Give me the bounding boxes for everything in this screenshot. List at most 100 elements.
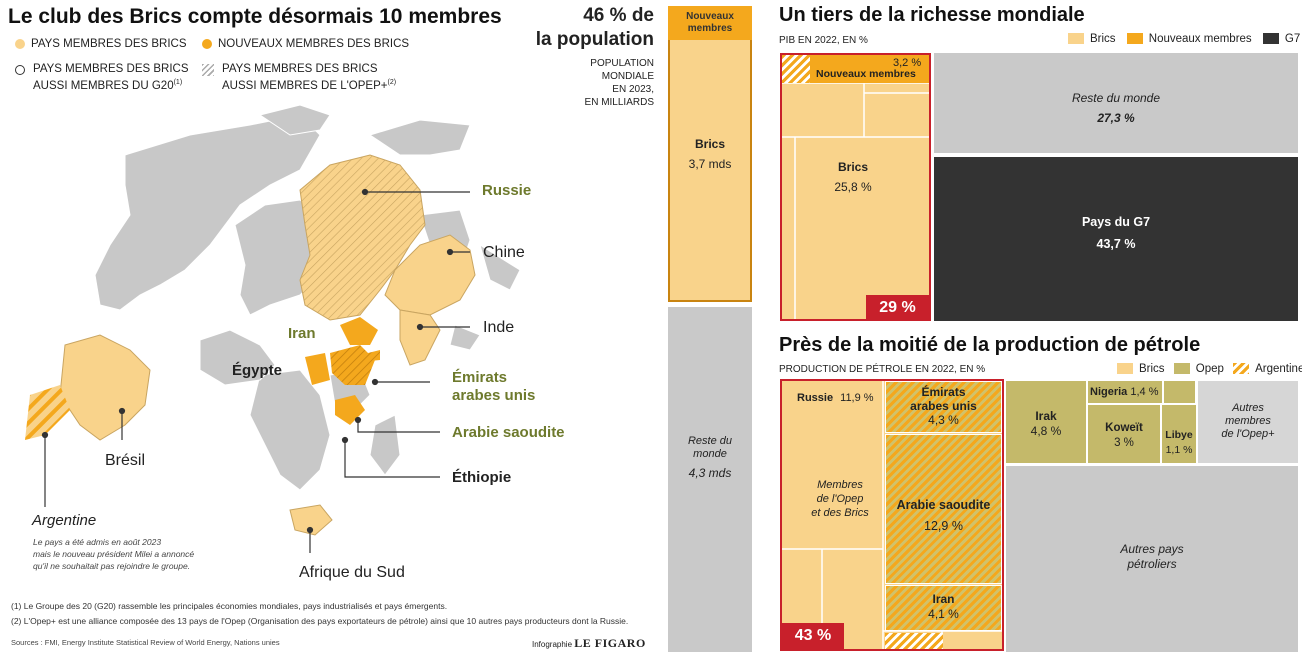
swatch-icon — [1262, 33, 1279, 45]
label-inde: Inde — [483, 319, 515, 336]
gdp-g7-cell — [934, 157, 1298, 321]
bar-label: monde — [693, 448, 727, 460]
brazil-shape — [59, 334, 151, 441]
gdp-rest-text: Reste du monde 27,3 % — [934, 88, 1298, 128]
label-russie: Russie — [482, 182, 532, 199]
cell-label: Pays du G7 — [1081, 215, 1151, 229]
oil-irak-text: Irak 4,8 % — [1006, 409, 1086, 439]
label-iran: Iran — [288, 325, 316, 342]
cell-label: Libye — [1165, 429, 1193, 441]
india-shape — [399, 309, 441, 366]
oil-libye-text: Libye 1,1 % — [1160, 428, 1198, 458]
credit-prefix: Infographie — [532, 640, 573, 649]
oil-autres-pays-cell — [1006, 466, 1298, 652]
south-africa-shape — [289, 504, 333, 536]
egypt-shape — [305, 353, 330, 385]
gdp-legend: Brics Nouveaux membres G7 — [1068, 33, 1300, 45]
russia-shape — [299, 154, 426, 321]
gdp-brics-group — [780, 53, 931, 321]
label-ethiopie: Éthiopie — [452, 469, 512, 486]
legend-label: NOUVEAUX MEMBRES DES BRICS — [218, 38, 410, 50]
figaro-logo: LE FIGARO — [574, 636, 646, 650]
oil-libye-cell — [1162, 405, 1196, 463]
bar-label: membres — [687, 23, 733, 34]
cell-label: Autres — [1232, 402, 1264, 414]
china-shape — [384, 234, 476, 316]
sub-line: EN MILLIARDS — [584, 97, 654, 108]
gdp-g7-text: Pays du G7 43,7 % — [934, 211, 1298, 255]
world-map — [25, 104, 521, 553]
cell-label: Irak — [1035, 409, 1057, 423]
legend-label: Opep — [1195, 363, 1224, 375]
cell-value: 27,3 % — [1097, 111, 1135, 125]
label-arabie: Arabie saoudite — [452, 424, 565, 441]
oil-title: Près de la moitié de la production de pé… — [779, 334, 1201, 356]
cell-label: pétroliers — [1127, 557, 1177, 571]
legend-label: Argentine — [1255, 363, 1302, 375]
gdp-argentine-cell — [782, 55, 810, 83]
oil-sub: PRODUCTION DE PÉTROLE EN 2022, EN % — [779, 364, 986, 375]
label-afrique-du-sud: Afrique du Sud — [299, 564, 405, 581]
legend-label: Brics — [1090, 33, 1116, 45]
cell-value: 4,1 % — [928, 607, 959, 621]
oil-iran-cell — [885, 585, 1002, 631]
legend-label: Nouveaux membres — [1148, 33, 1252, 45]
note-line: Le pays a été admis en août 2023 — [33, 537, 162, 547]
note-line: mais le nouveau président Milei a annonc… — [33, 549, 195, 559]
footnote-2: (2) L'Opep+ est une alliance composée de… — [11, 616, 629, 626]
hatch-icon — [202, 64, 214, 76]
legend-label: Brics — [1139, 363, 1165, 375]
swatch-icon — [1233, 363, 1250, 375]
label-egypte: Égypte — [232, 362, 283, 379]
population-brics-text: Brics 3,7 mds — [668, 134, 752, 174]
headline-line: 46 % de — [583, 5, 654, 26]
footnotes: (1) Le Groupe des 20 (G20) rassemble les… — [11, 599, 651, 629]
cell-label: de l'Opep+ — [1221, 428, 1275, 440]
oil-koweit-text: Koweït 3 % — [1088, 421, 1160, 451]
legend-label: PAYS MEMBRES DES BRICS — [33, 63, 189, 75]
footnote-1: (1) Le Groupe des 20 (G20) rassemble les… — [11, 601, 448, 611]
legend-opep: PAYS MEMBRES DES BRICS AUSSI MEMBRES DE … — [202, 63, 396, 93]
bar-value: 3,7 mds — [688, 157, 732, 171]
oil-nigeria-cell — [1088, 381, 1162, 403]
gdp-brics-text: Brics 25,8 % — [795, 157, 911, 197]
oil-koweit-cell — [1088, 405, 1160, 463]
cell-value: 1,4 % — [1130, 386, 1159, 398]
population-brics-bar — [668, 6, 752, 302]
legend-brics-members: PAYS MEMBRES DES BRICS — [15, 38, 187, 50]
gdp-new-members-label: Nouveaux membres — [816, 68, 916, 80]
iran-shape — [340, 317, 378, 345]
oil-iran-text: Iran 4,1 % — [885, 592, 1002, 622]
population-rest-text: Reste du monde 4,3 mds — [668, 435, 752, 480]
sub-line: MONDIALE — [601, 71, 654, 82]
bar-value: 4,3 mds — [688, 466, 732, 480]
oil-arabie-text: Arabie saoudite 12,9 % — [885, 495, 1002, 537]
saudi-arabia-shape — [330, 345, 375, 385]
cell-label: arabes unis — [910, 399, 977, 413]
cell-value: 1,1 % — [1165, 444, 1193, 456]
headline-line: la population — [535, 29, 654, 50]
note-line: qu'il ne souhaitait pas rejoindre le gro… — [33, 561, 191, 571]
cell-label: membres — [1225, 415, 1271, 427]
uae-shape — [368, 350, 380, 361]
oil-membres-text: Membres de l'Opep et des Brics — [790, 478, 890, 520]
cell-value: 25,8 % — [834, 180, 872, 194]
label-line: arabes unis — [452, 387, 536, 404]
label-emirats: Émirats arabes unis — [452, 369, 535, 405]
legend-g20: PAYS MEMBRES DES BRICS AUSSI MEMBRES DU … — [15, 63, 189, 93]
gdp-rest-cell — [934, 53, 1298, 153]
oil-autres-opep-text: Autres membres de l'Opep+ — [1198, 402, 1298, 441]
map-title: Le club des Brics compte désormais 10 me… — [8, 5, 502, 28]
swatch-icon — [1068, 33, 1084, 45]
oil-argentine-cell — [885, 633, 943, 649]
cell-label: Membres — [817, 479, 863, 491]
cell-label: Koweït — [1105, 422, 1143, 434]
gdp-sub: PIB EN 2022, EN % — [779, 35, 868, 46]
oil-badge: 43 % — [782, 623, 844, 649]
oil-legend: Brics Opep Argentine — [1117, 363, 1302, 375]
legend-label: AUSSI MEMBRES DU G20 — [33, 79, 174, 92]
oil-emirats-text: Émirats arabes unis 4,3 % — [885, 385, 1002, 427]
cell-label: Russie — [797, 392, 834, 404]
circle-outline-icon — [15, 65, 25, 75]
cell-value: 43,7 % — [1096, 237, 1136, 251]
